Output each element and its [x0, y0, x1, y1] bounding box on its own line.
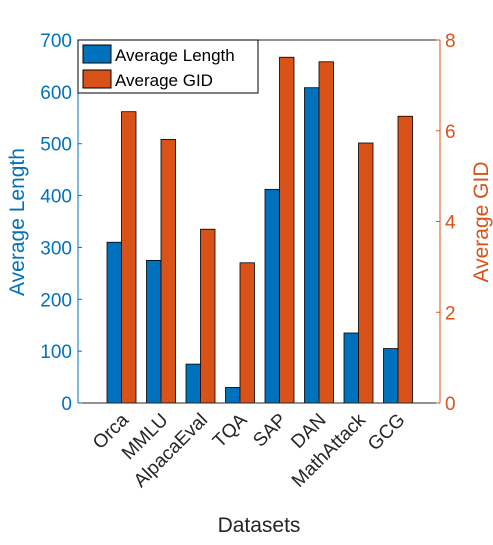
right-tick-label: 0 [445, 394, 456, 415]
left-tick-label: 200 [40, 290, 72, 311]
bar-average-gid-alpacaeval [200, 228, 216, 404]
left-tick-label: 400 [40, 187, 72, 208]
legend: Average Length Average GID [77, 39, 259, 94]
right-tick-label: 6 [445, 122, 456, 143]
right-axis-title: Average GID [470, 161, 493, 282]
legend-label-average-gid: Average GID [115, 71, 213, 90]
left-axis-title: Average Length [6, 148, 29, 296]
bar-average-length-alpacaeval [185, 363, 201, 404]
bar-average-length-tqa [225, 387, 241, 404]
bar-average-gid-orca [121, 111, 137, 404]
left-tick-label: 700 [40, 31, 72, 52]
left-tick-label: 100 [40, 342, 72, 363]
plot-background [78, 40, 440, 403]
plot-area [78, 40, 440, 403]
left-tick-label: 600 [40, 83, 72, 104]
left-tick-label: 500 [40, 135, 72, 156]
right-tick-label: 4 [445, 213, 456, 234]
x-tick-label-sap: SAP [249, 410, 291, 452]
bar-average-gid-tqa [239, 262, 255, 404]
left-tick-label: 300 [40, 238, 72, 259]
bar-average-length-sap [264, 188, 280, 404]
bar-average-gid-sap [279, 56, 295, 404]
legend-swatch-average-length [82, 44, 112, 64]
x-tick-label-gcg: GCG [364, 410, 409, 455]
bar-average-gid-mmlu [160, 138, 176, 404]
x-tick-label-tqa: TQA [209, 409, 252, 452]
bar-average-gid-mathattack [358, 142, 374, 404]
bar-average-length-mmlu [146, 259, 162, 404]
legend-swatch-average-gid [82, 69, 112, 89]
bar-average-gid-dan [318, 61, 334, 404]
bars [106, 56, 413, 404]
bar-average-length-gcg [383, 348, 399, 404]
bar-average-gid-gcg [397, 115, 413, 404]
legend-label-average-length: Average Length [115, 46, 235, 65]
right-tick-label: 2 [445, 303, 456, 324]
bar-average-length-orca [106, 241, 122, 404]
right-tick-label: 8 [445, 31, 456, 52]
x-axis-title: Datasets [218, 514, 301, 537]
left-tick-label: 0 [61, 394, 72, 415]
bar-average-length-mathattack [343, 332, 359, 404]
bar-average-length-dan [304, 87, 320, 404]
